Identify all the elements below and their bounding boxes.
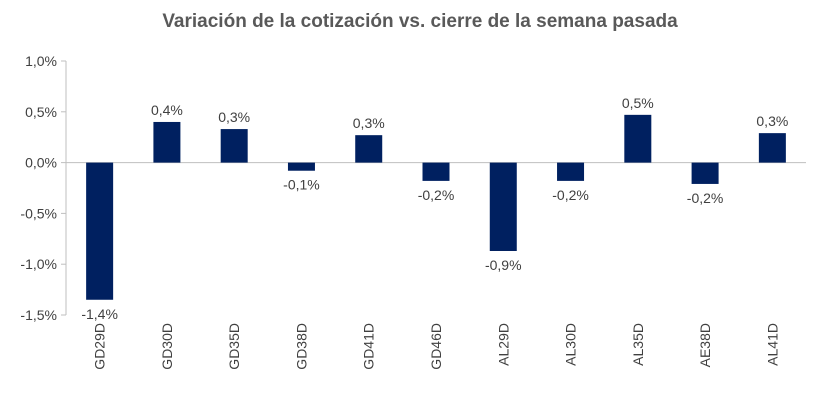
x-tick-label: AE38D xyxy=(697,323,713,367)
bar-gd35d xyxy=(220,129,248,163)
data-label: -0,2% xyxy=(552,187,589,203)
y-tick-label: -0,5% xyxy=(20,205,57,221)
bar-gd29d xyxy=(86,162,114,300)
y-tick-label: 0,5% xyxy=(25,104,57,120)
y-tick-label: -1,5% xyxy=(20,307,57,323)
x-tick-label: GD35D xyxy=(226,323,242,370)
x-tick-label: GD30D xyxy=(159,323,175,370)
bar-gd41d xyxy=(355,135,383,163)
bar-gd38d xyxy=(287,162,315,171)
data-labels: -1,4% 0,4% 0,3% -0,1% 0,3% -0,2% -0,9% -0,2% 0,5… xyxy=(81,95,788,322)
bar-gd46d xyxy=(422,162,450,181)
x-tick-label: AL30D xyxy=(563,323,579,366)
bar-al41d xyxy=(758,133,786,163)
data-label: -0,2% xyxy=(418,187,455,203)
chart-title: Variación de la cotización vs. cierre de… xyxy=(162,11,678,32)
x-tick-label: GD46D xyxy=(428,323,444,370)
data-label: 0,3% xyxy=(756,113,788,129)
x-tick-label: AL41D xyxy=(764,323,780,366)
x-tick-label: AL29D xyxy=(495,323,511,366)
x-tick-label: AL35D xyxy=(630,323,646,366)
data-label: -0,9% xyxy=(485,257,522,273)
data-label: -0,1% xyxy=(283,177,320,193)
y-tick-label: 1,0% xyxy=(25,53,57,69)
bars xyxy=(86,114,786,300)
bar-al30d xyxy=(557,162,585,181)
x-tick-label: GD41D xyxy=(361,323,377,370)
data-label: 0,3% xyxy=(353,115,385,131)
x-tick-label: GD38D xyxy=(293,323,309,370)
bar-al35d xyxy=(624,114,652,163)
data-label: -1,4% xyxy=(81,306,118,322)
bar-ae38d xyxy=(691,162,719,184)
y-tick-label: 0,0% xyxy=(25,155,57,171)
axes: 1,0% 0,5% 0,0% -0,5% -1,0% -1,5% GD29D GD30D GD3… xyxy=(20,53,806,370)
bar-gd30d xyxy=(153,121,181,163)
data-label: 0,4% xyxy=(151,102,183,118)
data-label: 0,5% xyxy=(622,95,654,111)
y-tick-label: -1,0% xyxy=(20,256,57,272)
data-label: 0,3% xyxy=(218,109,250,125)
x-tick-label: GD29D xyxy=(92,323,108,370)
data-label: -0,2% xyxy=(687,190,724,206)
bar-al29d xyxy=(489,162,517,251)
